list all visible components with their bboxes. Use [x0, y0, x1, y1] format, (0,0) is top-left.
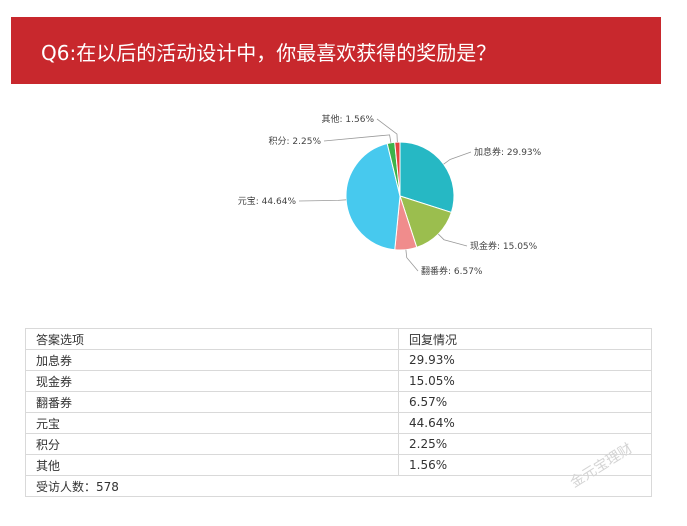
pie-slice-label: 积分: 2.25%: [269, 135, 322, 147]
respondent-count: 受访人数：578: [25, 475, 652, 497]
table-cell-percent: 29.93%: [398, 349, 652, 371]
pie-leader-line: [438, 233, 468, 247]
table-header-row: 答案选项 回复情况: [25, 328, 652, 350]
question-header: Q6:在以后的活动设计中，你最喜欢获得的奖励是？: [11, 17, 661, 84]
table-cell-option: 加息券: [25, 349, 399, 371]
results-table: 答案选项 回复情况 加息券 29.93% 现金券 15.05% 翻番券 6.57…: [25, 328, 652, 497]
table-row: 元宝 44.64%: [25, 412, 652, 434]
table-row: 现金券 15.05%: [25, 370, 652, 392]
table-row: 翻番券 6.57%: [25, 391, 652, 413]
pie-slice-label: 元宝: 44.64%: [238, 195, 297, 207]
table-footer-row: 受访人数：578: [25, 475, 652, 497]
pie-slice-label: 翻番券: 6.57%: [421, 265, 483, 277]
table-header-option: 答案选项: [25, 328, 399, 350]
table-cell-option: 现金券: [25, 370, 399, 392]
table-cell-percent: 44.64%: [398, 412, 652, 434]
pie-leader-line: [323, 134, 392, 143]
pie-leader-line: [443, 151, 472, 165]
table-cell-percent: 15.05%: [398, 370, 652, 392]
table-cell-option: 元宝: [25, 412, 399, 434]
table-cell-option: 其他: [25, 454, 399, 476]
table-header-response: 回复情况: [398, 328, 652, 350]
table-cell-percent: 6.57%: [398, 391, 652, 413]
pie-leader-line: [376, 118, 398, 143]
table-row: 加息券 29.93%: [25, 349, 652, 371]
table-cell-option: 积分: [25, 433, 399, 455]
pie-slice-label: 现金券: 15.05%: [470, 240, 538, 252]
table-cell-option: 翻番券: [25, 391, 399, 413]
pie-slice: [399, 141, 455, 214]
pie-slice: [345, 142, 401, 251]
pie-chart: 加息券: 29.93% 现金券: 15.05% 翻番券: 6.57% 元宝: 44.6…: [238, 113, 542, 277]
pie-leader-line: [405, 249, 419, 272]
table-row: 积分 2.25%: [25, 433, 652, 455]
pie-leader-line: [298, 199, 347, 202]
table-cell-percent: 2.25%: [398, 433, 652, 455]
question-title: Q6:在以后的活动设计中，你最喜欢获得的奖励是？: [41, 41, 497, 65]
pie-slice-label: 其他: 1.56%: [322, 113, 375, 125]
table-row: 其他 1.56%: [25, 454, 652, 476]
pie-slice-label: 加息券: 29.93%: [474, 146, 542, 158]
